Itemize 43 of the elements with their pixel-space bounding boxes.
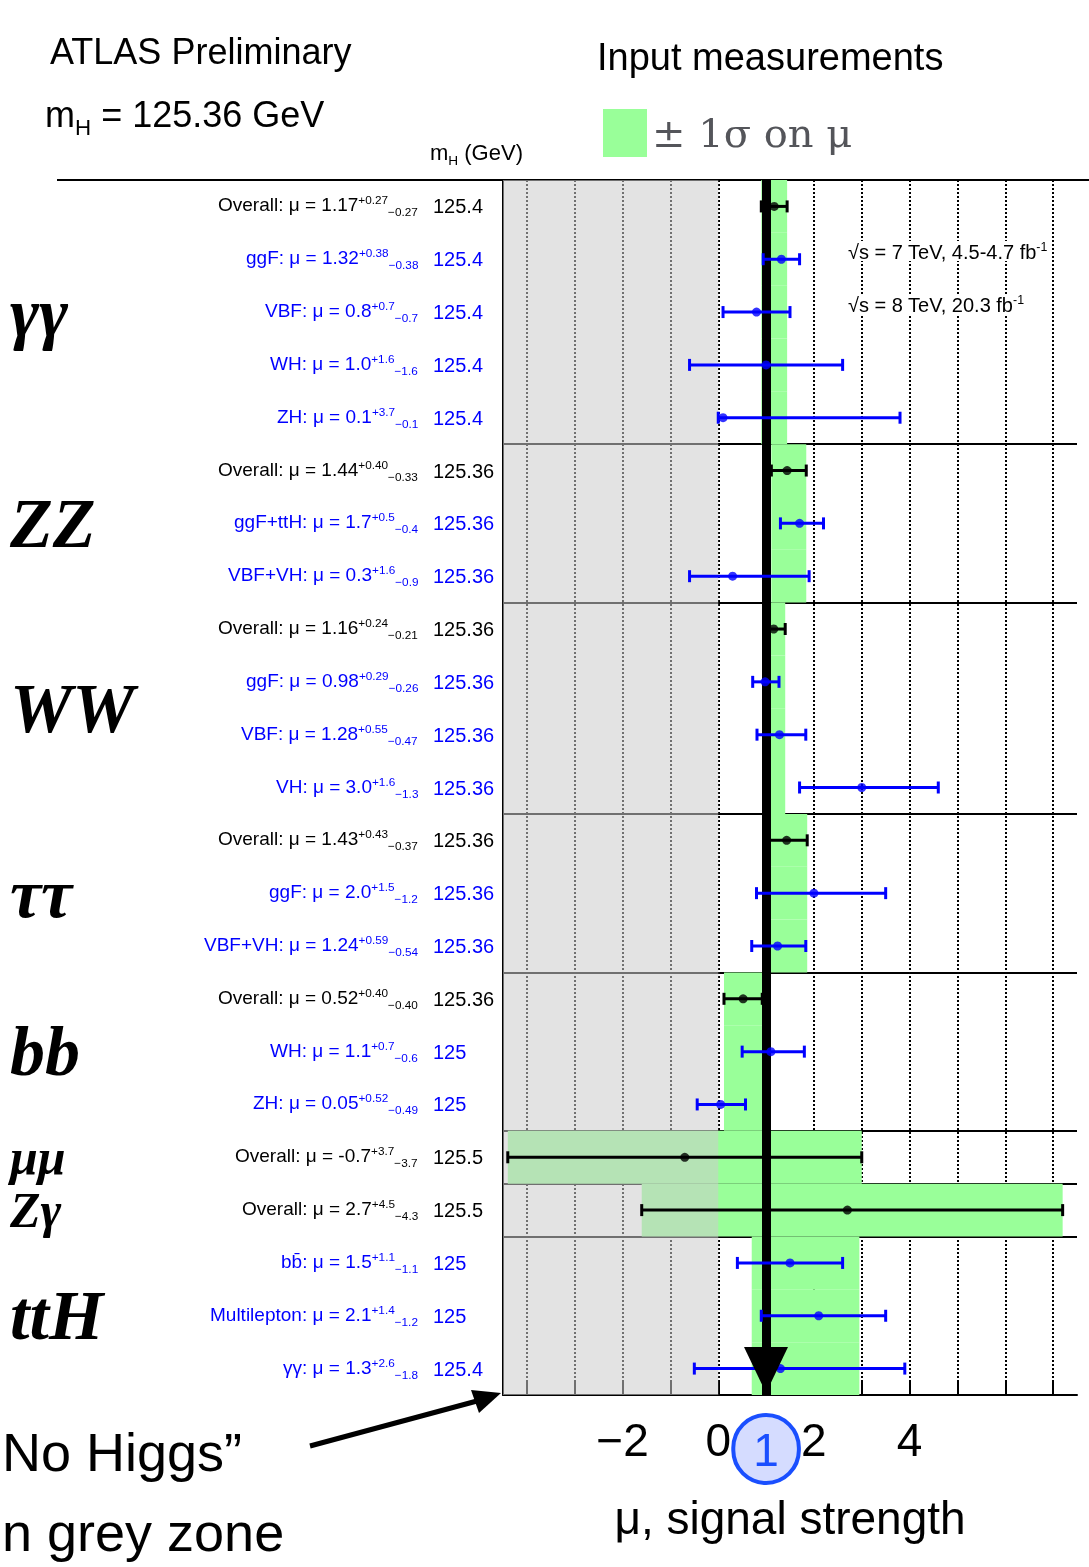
y2-tick-label: 125.36	[433, 459, 495, 482]
text: ttH	[10, 1277, 106, 1355]
y2-tick-label: 125.36	[433, 987, 495, 1010]
y2-tick-label: 125	[433, 1304, 467, 1327]
x-tick-label: 2	[801, 1414, 827, 1466]
y2-tick-label: 125.36	[433, 882, 495, 905]
y2-tick-label: 125.4	[433, 301, 484, 324]
y2-tick-label: 125.4	[433, 248, 484, 271]
y2-tick-label: 125.36	[433, 512, 495, 535]
x-axis-title: μ, signal strength	[614, 1492, 966, 1544]
y2-tick-label: 125.36	[433, 829, 495, 852]
annotation: √s = 7 TeV, 4.5-4.7 fb$^{-1}$	[848, 239, 1048, 263]
y2-tick-label: 125.36	[433, 670, 495, 693]
y2-tick-label: 125	[433, 1093, 467, 1116]
y2-tick-label: 125.36	[433, 618, 495, 641]
text: No Higgs” n grey zone	[2, 1422, 285, 1562]
text: ττ	[10, 854, 75, 932]
text: bb	[10, 1013, 80, 1091]
y2-tick-label: 125.5	[433, 1146, 484, 1169]
text: γγ	[10, 273, 70, 351]
text: ATLAS Preliminary	[50, 30, 352, 72]
y2-tick-label: 125.36	[433, 934, 495, 957]
y2-tick-label: 125.4	[433, 406, 484, 429]
y2-tick-label: 125.4	[433, 1357, 484, 1380]
x-tick-label: −2	[596, 1414, 649, 1466]
y2-tick-label: 125.36	[433, 723, 495, 746]
y2-tick-label: 125	[433, 1040, 467, 1063]
text: m$_{H}$ = 125.36 GeV	[45, 93, 325, 140]
text: ZZ	[9, 484, 96, 562]
text: WW	[10, 669, 140, 747]
legend-label: ± 1σ on μ	[652, 110, 853, 156]
y2-tick-label: 125.4	[433, 195, 484, 218]
x-tick-label: 0	[705, 1414, 732, 1466]
y2-tick-label: 125.36	[433, 565, 495, 588]
legend-title: Input measurements	[597, 36, 944, 78]
y2-tick-label: 125.5	[433, 1199, 484, 1222]
y2-tick-label: 125	[433, 1251, 467, 1274]
y2-tick-label: 125.36	[433, 776, 495, 799]
y2-axis-title: m$_{H}$ (GeV)	[430, 140, 523, 169]
annotation: √s = 8 TeV, 20.3 fb$^{-1}$	[848, 292, 1025, 316]
x-tick-label: 4	[896, 1414, 923, 1466]
y2-tick-label: 125.4	[433, 353, 484, 376]
x-tick-label: 1	[753, 1424, 779, 1476]
